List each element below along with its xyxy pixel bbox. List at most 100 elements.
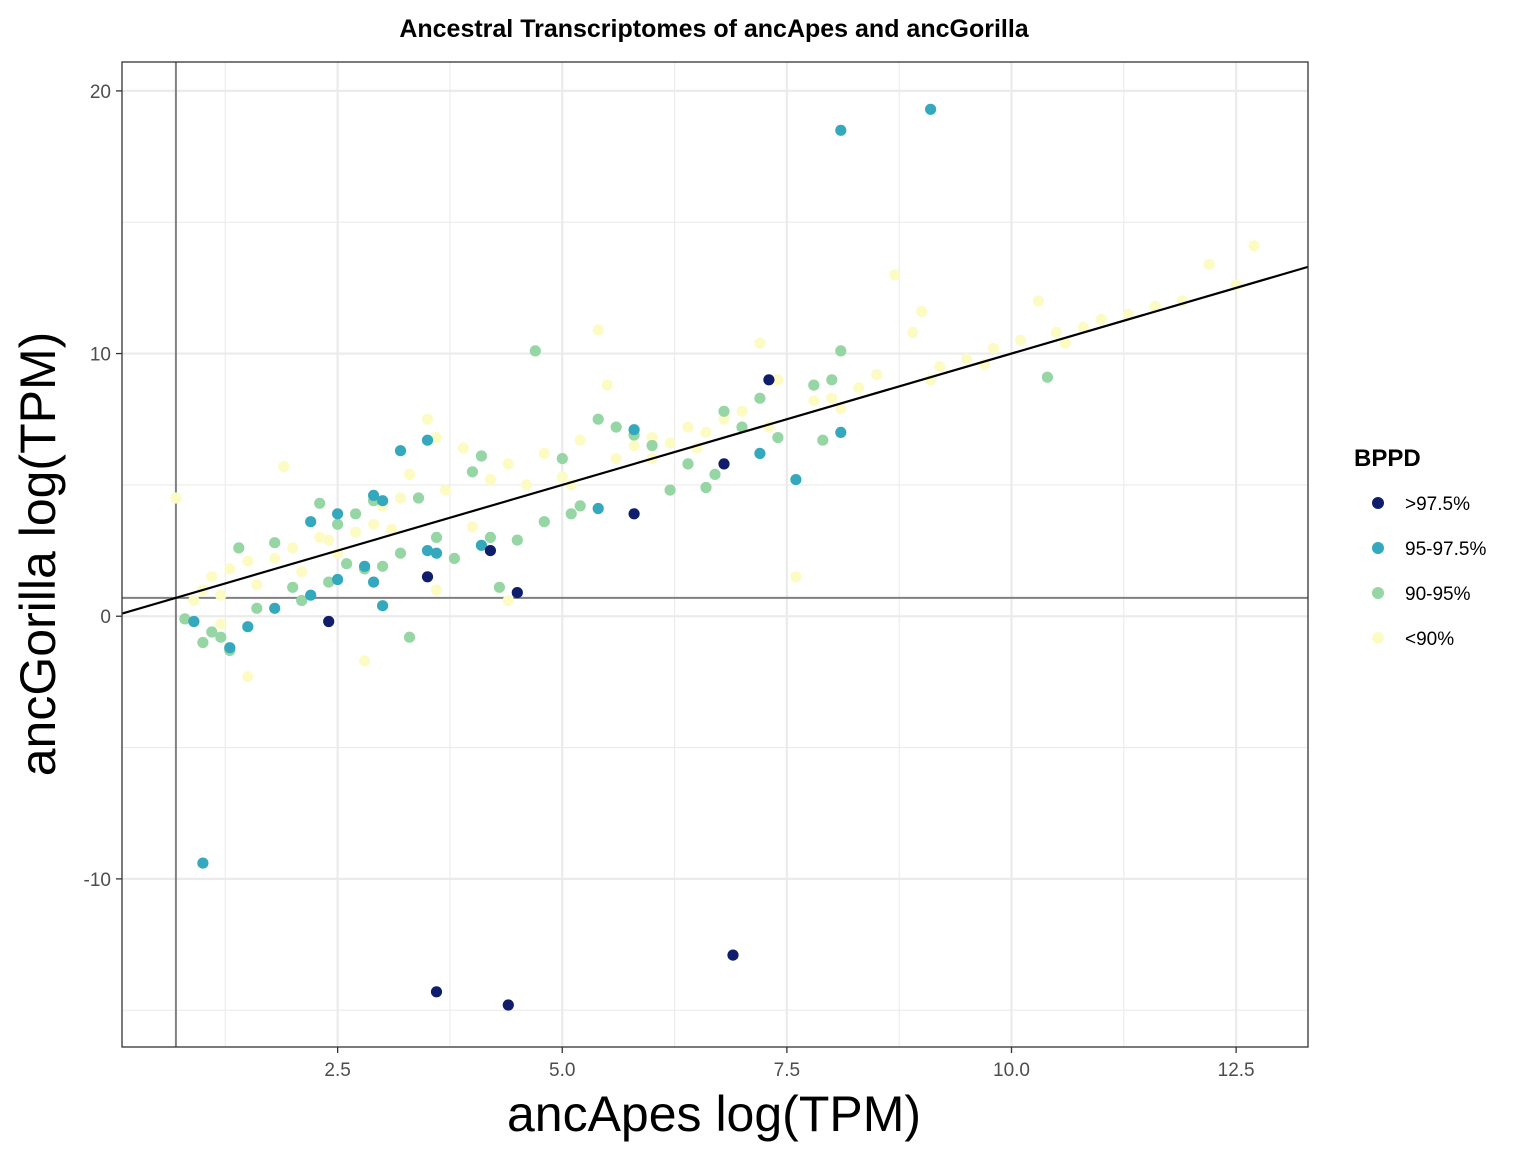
data-point: [224, 563, 236, 575]
y-tick-label: 0: [100, 607, 111, 628]
data-point: [664, 437, 676, 449]
data-point: [646, 439, 658, 452]
data-point: [1203, 258, 1215, 270]
data-point: [188, 615, 200, 628]
data-point: [754, 447, 766, 459]
data-point: [565, 508, 577, 520]
data-point: [421, 434, 434, 446]
x-axis-ticks: 2.5 5.0 7.5 10.0 12.5: [324, 1047, 1255, 1081]
x-tick-label: 12.5: [1218, 1060, 1255, 1081]
data-point: [853, 382, 865, 394]
data-point: [826, 374, 838, 386]
data-point: [772, 374, 784, 386]
data-point: [1041, 371, 1053, 383]
x-tick-label: 7.5: [774, 1060, 800, 1081]
data-point: [700, 426, 712, 438]
legend-label: <90%: [1405, 629, 1454, 650]
data-point: [350, 508, 362, 520]
data-point: [574, 434, 586, 446]
legend-key: [1372, 497, 1384, 509]
legend-label: >97.5%: [1405, 494, 1470, 515]
reference-lines: [122, 62, 1308, 1047]
data-point: [385, 523, 398, 536]
data-point: [215, 631, 227, 643]
data-point: [835, 345, 847, 357]
data-point: [871, 369, 883, 381]
data-point: [350, 526, 362, 538]
data-point: [403, 468, 416, 480]
x-tick-label: 2.5: [324, 1060, 350, 1081]
data-point: [475, 450, 487, 462]
data-point: [484, 474, 496, 486]
data-point: [727, 949, 739, 961]
data-point: [242, 671, 254, 683]
data-point: [646, 432, 658, 444]
data-point: [403, 631, 416, 643]
data-point: [1059, 337, 1071, 349]
data-point: [826, 392, 838, 404]
data-point: [1050, 326, 1062, 339]
data-point: [763, 374, 775, 386]
y-axis-title: ancGorilla log(TPM): [10, 332, 66, 777]
legend-title: BPPD: [1354, 445, 1421, 472]
data-point: [296, 594, 308, 607]
data-point: [1032, 295, 1045, 307]
data-point: [430, 531, 443, 544]
data-point: [296, 566, 308, 578]
data-point: [305, 589, 317, 601]
data-point: [736, 421, 748, 433]
data-point: [269, 537, 281, 549]
data-point: [305, 516, 317, 528]
grid-lines: [122, 62, 1308, 1047]
legend-key: [1372, 542, 1384, 554]
data-point: [188, 594, 200, 607]
data-point: [421, 545, 434, 557]
data-point: [179, 613, 191, 625]
data-point: [538, 447, 550, 459]
data-point: [170, 492, 182, 504]
x-tick-label: 10.0: [993, 1060, 1030, 1081]
data-point: [556, 471, 568, 483]
data-point: [592, 324, 604, 336]
data-point: [682, 421, 694, 433]
data-point: [368, 576, 380, 588]
data-point: [961, 353, 973, 365]
data-point: [359, 655, 371, 667]
y-axis-ticks: -10 0 10 20: [84, 82, 122, 891]
data-point: [332, 518, 344, 530]
data-point: [511, 587, 523, 599]
data-point: [368, 489, 380, 501]
data-point: [314, 497, 326, 509]
data-point: [556, 453, 568, 465]
data-point: [457, 442, 469, 454]
data-point: [817, 434, 829, 446]
data-point: [835, 426, 847, 438]
data-point: [448, 552, 460, 565]
legend-key: [1372, 632, 1384, 644]
data-point: [323, 534, 335, 546]
data-point: [808, 395, 820, 407]
x-tick-label: 5.0: [549, 1060, 575, 1081]
y-tick-label: 20: [90, 82, 111, 103]
data-point: [215, 618, 227, 630]
data-point: [197, 636, 209, 649]
y-tick-label: -10: [84, 870, 111, 891]
data-point: [323, 615, 335, 628]
data-point: [233, 542, 245, 554]
data-point: [332, 508, 344, 520]
data-point: [628, 508, 640, 520]
data-point: [790, 571, 802, 583]
data-point: [682, 458, 694, 470]
data-point: [925, 103, 937, 115]
data-point: [484, 531, 496, 544]
data-point: [502, 594, 514, 607]
data-point: [889, 269, 901, 281]
data-point: [206, 626, 218, 638]
data-point: [287, 581, 299, 593]
data-point: [430, 986, 443, 998]
data-point: [511, 534, 523, 546]
data-point: [377, 495, 389, 507]
data-point: [215, 589, 227, 601]
data-point: [502, 999, 514, 1011]
